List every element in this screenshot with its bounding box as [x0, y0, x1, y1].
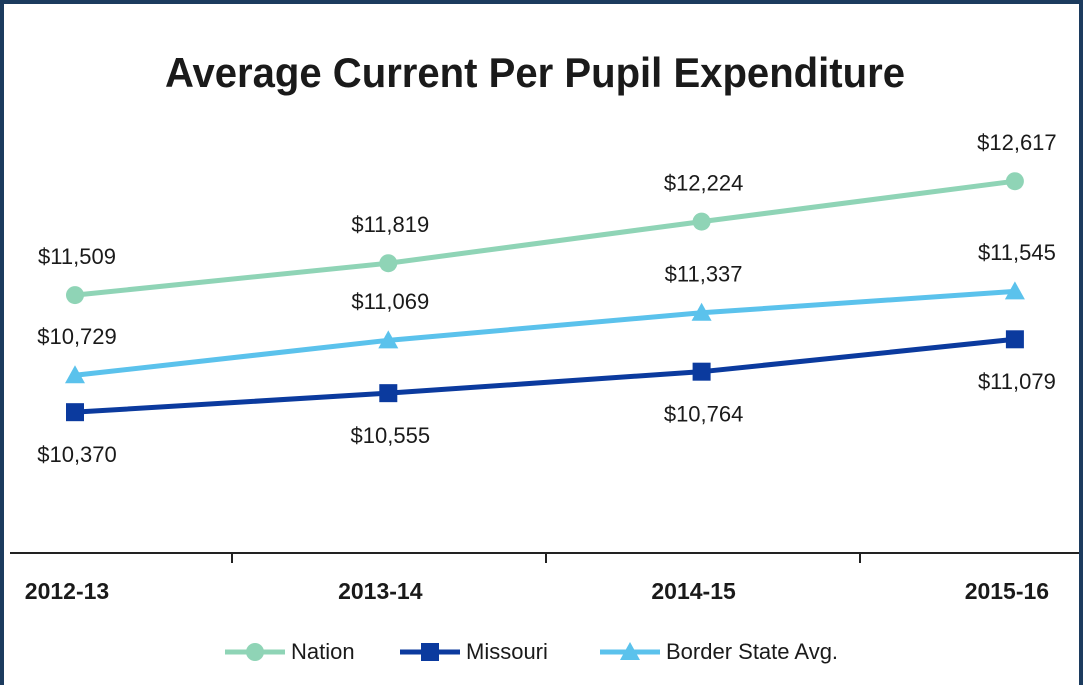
- data-label: $11,819: [351, 212, 429, 237]
- data-label: $10,555: [351, 423, 431, 448]
- point: [691, 302, 712, 321]
- data-label: $12,224: [664, 170, 744, 195]
- series-line: [74, 288, 1016, 378]
- point: [65, 365, 85, 384]
- x-tick-label: 2015-16: [965, 578, 1049, 604]
- point: [378, 330, 399, 349]
- data-label: $10,764: [664, 401, 744, 426]
- data-label: $10,729: [37, 324, 117, 349]
- legend-label: Nation: [291, 639, 355, 664]
- point: [692, 212, 711, 231]
- data-label: $11,337: [665, 262, 743, 287]
- x-tick-label: 2012-13: [25, 578, 109, 604]
- legend-marker: [246, 643, 264, 661]
- data-label: $11,545: [978, 240, 1056, 265]
- point: [1005, 330, 1024, 349]
- point: [379, 384, 398, 403]
- point: [1004, 281, 1025, 300]
- data-label: $11,069: [351, 289, 429, 314]
- x-tick-label: 2013-14: [338, 578, 423, 604]
- legend-label: Border State Avg.: [666, 639, 838, 664]
- chart-title: Average Current Per Pupil Expenditure: [165, 49, 905, 96]
- legend-label: Missouri: [466, 639, 548, 664]
- series-line: [74, 178, 1016, 298]
- data-label: $10,370: [37, 442, 117, 467]
- data-label: $11,509: [38, 244, 116, 269]
- point: [66, 286, 84, 305]
- point: [692, 362, 711, 381]
- series-line: [74, 336, 1016, 415]
- point: [1005, 172, 1024, 191]
- point: [66, 403, 84, 422]
- data-label: $11,079: [978, 369, 1056, 394]
- legend-marker: [421, 643, 439, 661]
- x-tick-label: 2014-15: [651, 578, 736, 604]
- legend-marker: [620, 642, 640, 660]
- point: [379, 254, 398, 273]
- data-label: $12,617: [977, 130, 1057, 155]
